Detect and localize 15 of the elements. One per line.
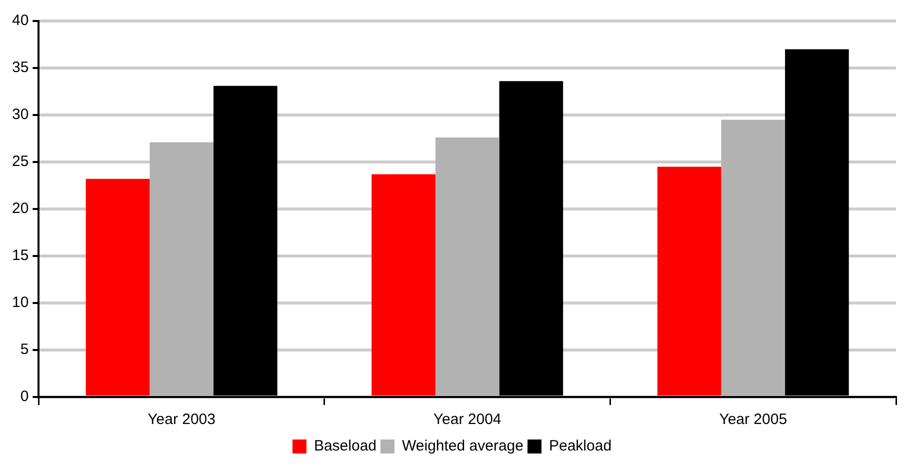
y-tick-label: 35 (12, 59, 29, 76)
x-tick-label: Year 2004 (433, 411, 502, 428)
legend-label: Peakload (548, 438, 612, 455)
x-tick-label: Year 2003 (148, 411, 216, 428)
legend-label: Baseload (314, 438, 377, 455)
y-tick-label: 20 (12, 200, 29, 218)
y-tick-label: 5 (20, 341, 29, 358)
y-tick-label: 40 (12, 12, 29, 30)
x-tick-label: Year 2005 (719, 411, 788, 428)
y-tick-label: 25 (12, 153, 29, 170)
y-tick-label: 0 (20, 388, 29, 406)
legend-label: Weighted average (402, 438, 524, 455)
y-tick-label: 15 (12, 247, 29, 264)
y-tick-label: 30 (12, 106, 29, 124)
y-tick-label: 10 (12, 294, 29, 312)
